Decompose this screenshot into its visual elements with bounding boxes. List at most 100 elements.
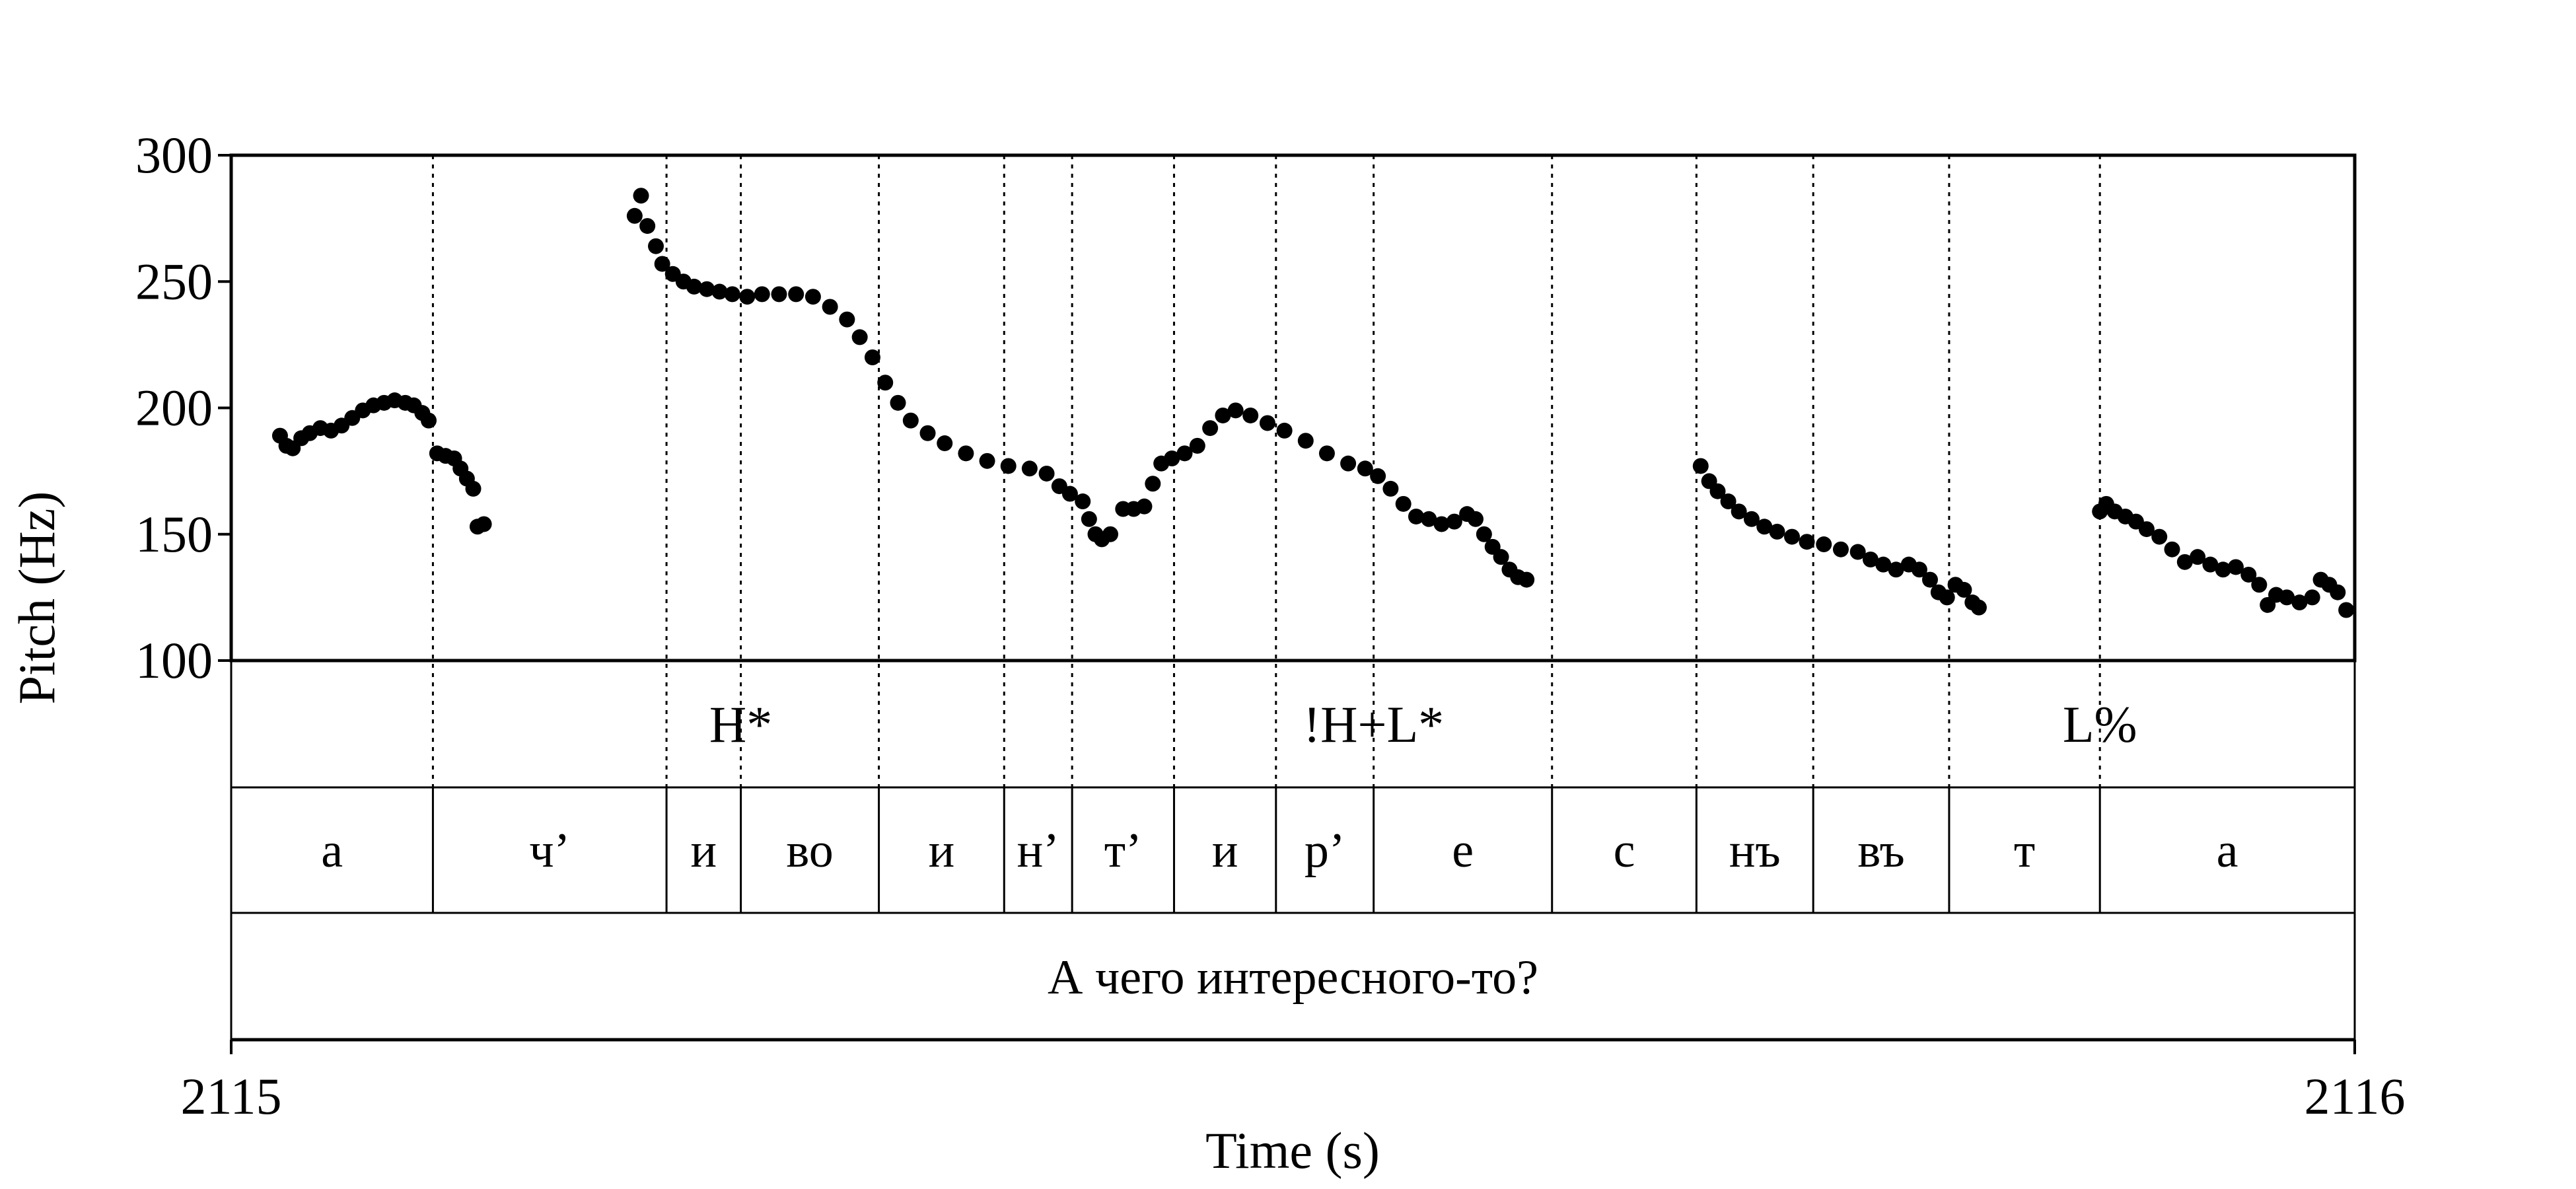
- pitch-point: [1318, 445, 1335, 462]
- pitch-point: [1021, 460, 1038, 477]
- pitch-point: [1081, 511, 1097, 527]
- pitch-point: [1446, 513, 1462, 530]
- pitch-point: [1939, 589, 1955, 606]
- pitch-point: [1176, 445, 1193, 462]
- pitch-point: [771, 286, 787, 303]
- pitch-point: [1202, 420, 1219, 437]
- pitch-point: [2190, 549, 2206, 565]
- x-tick-label: 2115: [180, 1067, 281, 1125]
- segment-label: и: [1212, 824, 1238, 878]
- segment-label: е: [1452, 824, 1474, 878]
- y-axis-label: Pitch (Hz): [8, 491, 65, 705]
- pitch-point: [1136, 498, 1153, 515]
- pitch-point: [1340, 455, 1357, 472]
- pitch-point: [2338, 602, 2355, 618]
- pitch-point: [633, 188, 649, 204]
- pitch-point: [1970, 599, 1987, 616]
- pitch-point: [2138, 521, 2155, 538]
- pitch-point: [2164, 541, 2180, 558]
- annotation-tiers: H* !H+L* L% а ч’ и во и н’ т’ и р’ е с нъ въ т а А чего ин…: [321, 696, 2238, 1005]
- pitch-point: [739, 289, 756, 305]
- pitch-point: [1038, 465, 1055, 482]
- axis-ticks: 100 150 200 250 300 2115 2116: [135, 126, 2406, 1125]
- pitch-point: [1242, 407, 1259, 423]
- tone-tier-frame: [230, 659, 2356, 789]
- pitch-point: [2240, 566, 2257, 583]
- pitch-point: [2279, 589, 2295, 606]
- pitch-point: [699, 281, 715, 297]
- pitch-point: [711, 283, 728, 300]
- plot-frames: [229, 153, 2357, 1042]
- pitch-point: [639, 218, 656, 234]
- pitch-point: [2227, 559, 2244, 575]
- pitch-point: [1421, 511, 1437, 527]
- pitch-points: [271, 188, 2355, 618]
- pitch-point: [1493, 549, 1509, 565]
- pitch-point: [654, 256, 670, 272]
- pitch-point: [1888, 561, 1904, 578]
- pitch-point: [1911, 561, 1927, 578]
- pitch-point: [465, 480, 482, 497]
- segment-label: и: [929, 824, 955, 878]
- pitch-point: [476, 516, 492, 532]
- tone-label: !H+L*: [1303, 696, 1444, 753]
- x-axis-label: Time (s): [1205, 1122, 1380, 1179]
- pitch-point: [1922, 571, 1938, 588]
- y-tick-label: 300: [135, 126, 213, 184]
- pitch-point: [1433, 516, 1450, 532]
- pitch-point: [822, 299, 838, 315]
- pitch-point: [1370, 468, 1386, 484]
- segment-label: во: [786, 824, 833, 878]
- pitch-point: [1769, 523, 1785, 540]
- pitch-point: [1227, 402, 1244, 419]
- pitch-point: [1467, 511, 1484, 527]
- pitch-point: [1276, 422, 1293, 439]
- pitch-point: [1145, 476, 1161, 492]
- pitch-point: [648, 238, 664, 254]
- pitch-point: [805, 289, 821, 305]
- pitch-point: [1102, 526, 1119, 542]
- pitch-point: [1000, 458, 1017, 474]
- pitch-point: [1849, 544, 1866, 560]
- pitch-point: [1519, 571, 1535, 588]
- pitch-point: [1743, 511, 1760, 527]
- segment-label: н’: [1017, 824, 1059, 878]
- segment-label: с: [1614, 824, 1635, 878]
- pitch-point: [788, 286, 805, 303]
- sentence-label: А чего интересного-то?: [1048, 951, 1538, 1005]
- pitch-point: [1720, 493, 1736, 510]
- segment-label: и: [691, 824, 717, 878]
- pitch-point: [877, 375, 894, 391]
- pitch-point: [1862, 552, 1878, 567]
- pitch-point: [1075, 493, 1091, 510]
- pitch-point: [851, 329, 868, 345]
- pitch-point: [2304, 589, 2320, 606]
- pitch-point: [1956, 581, 1972, 598]
- tone-label: L%: [2063, 696, 2137, 753]
- segment-label: т: [2014, 824, 2035, 878]
- segment-label: въ: [1857, 824, 1904, 878]
- pitch-point: [1692, 458, 1709, 474]
- pitch-point: [1476, 526, 1492, 542]
- y-tick-label: 150: [135, 505, 213, 563]
- segment-label: нъ: [1729, 824, 1781, 878]
- pitch-point: [890, 394, 906, 411]
- pitch-point: [864, 349, 880, 365]
- pitch-point: [2202, 556, 2219, 573]
- y-tick-label: 250: [135, 252, 213, 310]
- pitch-point: [2330, 584, 2346, 600]
- pitch-point: [1061, 486, 1078, 502]
- pitch-point: [839, 311, 855, 328]
- x-tick-label: 2116: [2304, 1067, 2405, 1125]
- pitch-point: [1382, 480, 1399, 497]
- pitch-point: [902, 412, 919, 429]
- pitch-point: [1297, 433, 1314, 449]
- pitch-point: [1731, 503, 1747, 520]
- pitch-point: [2215, 561, 2231, 578]
- pitch-point: [958, 445, 974, 462]
- pitch-point: [1395, 495, 1412, 512]
- pitch-point: [979, 452, 995, 469]
- pitch-point: [2151, 528, 2168, 545]
- pitch-point: [1709, 483, 1726, 499]
